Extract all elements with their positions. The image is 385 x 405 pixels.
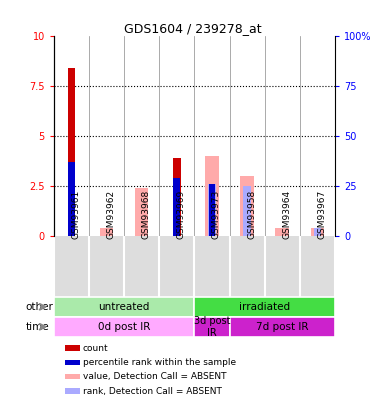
Bar: [68, 162, 75, 236]
Bar: [194, 297, 335, 317]
Bar: [65, 360, 80, 365]
Text: GSM93969: GSM93969: [177, 190, 186, 239]
Text: 0d post IR: 0d post IR: [98, 322, 151, 332]
Bar: [208, 184, 216, 236]
Bar: [311, 228, 324, 236]
Text: untreated: untreated: [99, 302, 150, 312]
Text: count: count: [83, 344, 109, 353]
Text: value, Detection Call = ABSENT: value, Detection Call = ABSENT: [83, 372, 226, 381]
Bar: [174, 178, 180, 236]
Text: other: other: [0, 404, 1, 405]
Text: GSM93973: GSM93973: [212, 190, 221, 239]
Bar: [65, 345, 80, 351]
Bar: [68, 68, 75, 236]
Text: GDS1604 / 239278_at: GDS1604 / 239278_at: [124, 22, 261, 35]
Bar: [276, 228, 289, 236]
Bar: [205, 156, 219, 236]
Text: GSM93962: GSM93962: [107, 190, 116, 239]
Text: GSM93967: GSM93967: [317, 190, 326, 239]
Text: GSM93968: GSM93968: [142, 190, 151, 239]
Bar: [229, 317, 335, 337]
Bar: [65, 388, 80, 394]
Text: GDS1604 / 239278_at: GDS1604 / 239278_at: [0, 404, 1, 405]
Bar: [240, 176, 254, 236]
Text: other: other: [26, 302, 54, 312]
Bar: [209, 184, 215, 236]
Text: time: time: [26, 322, 49, 332]
Bar: [243, 186, 251, 236]
Text: GSM93961: GSM93961: [72, 190, 80, 239]
Bar: [173, 158, 181, 236]
Bar: [54, 297, 194, 317]
Bar: [54, 317, 194, 337]
Bar: [65, 374, 80, 379]
Text: irradiated: irradiated: [239, 302, 290, 312]
Text: percentile rank within the sample: percentile rank within the sample: [83, 358, 236, 367]
Text: rank, Detection Call = ABSENT: rank, Detection Call = ABSENT: [83, 387, 222, 396]
Text: 3d post
IR: 3d post IR: [194, 316, 230, 337]
Bar: [135, 188, 149, 236]
Bar: [194, 317, 229, 337]
Text: GSM93958: GSM93958: [247, 190, 256, 239]
Text: 7d post IR: 7d post IR: [256, 322, 308, 332]
Text: GSM93964: GSM93964: [282, 190, 291, 239]
Bar: [313, 228, 321, 236]
Bar: [100, 228, 113, 236]
